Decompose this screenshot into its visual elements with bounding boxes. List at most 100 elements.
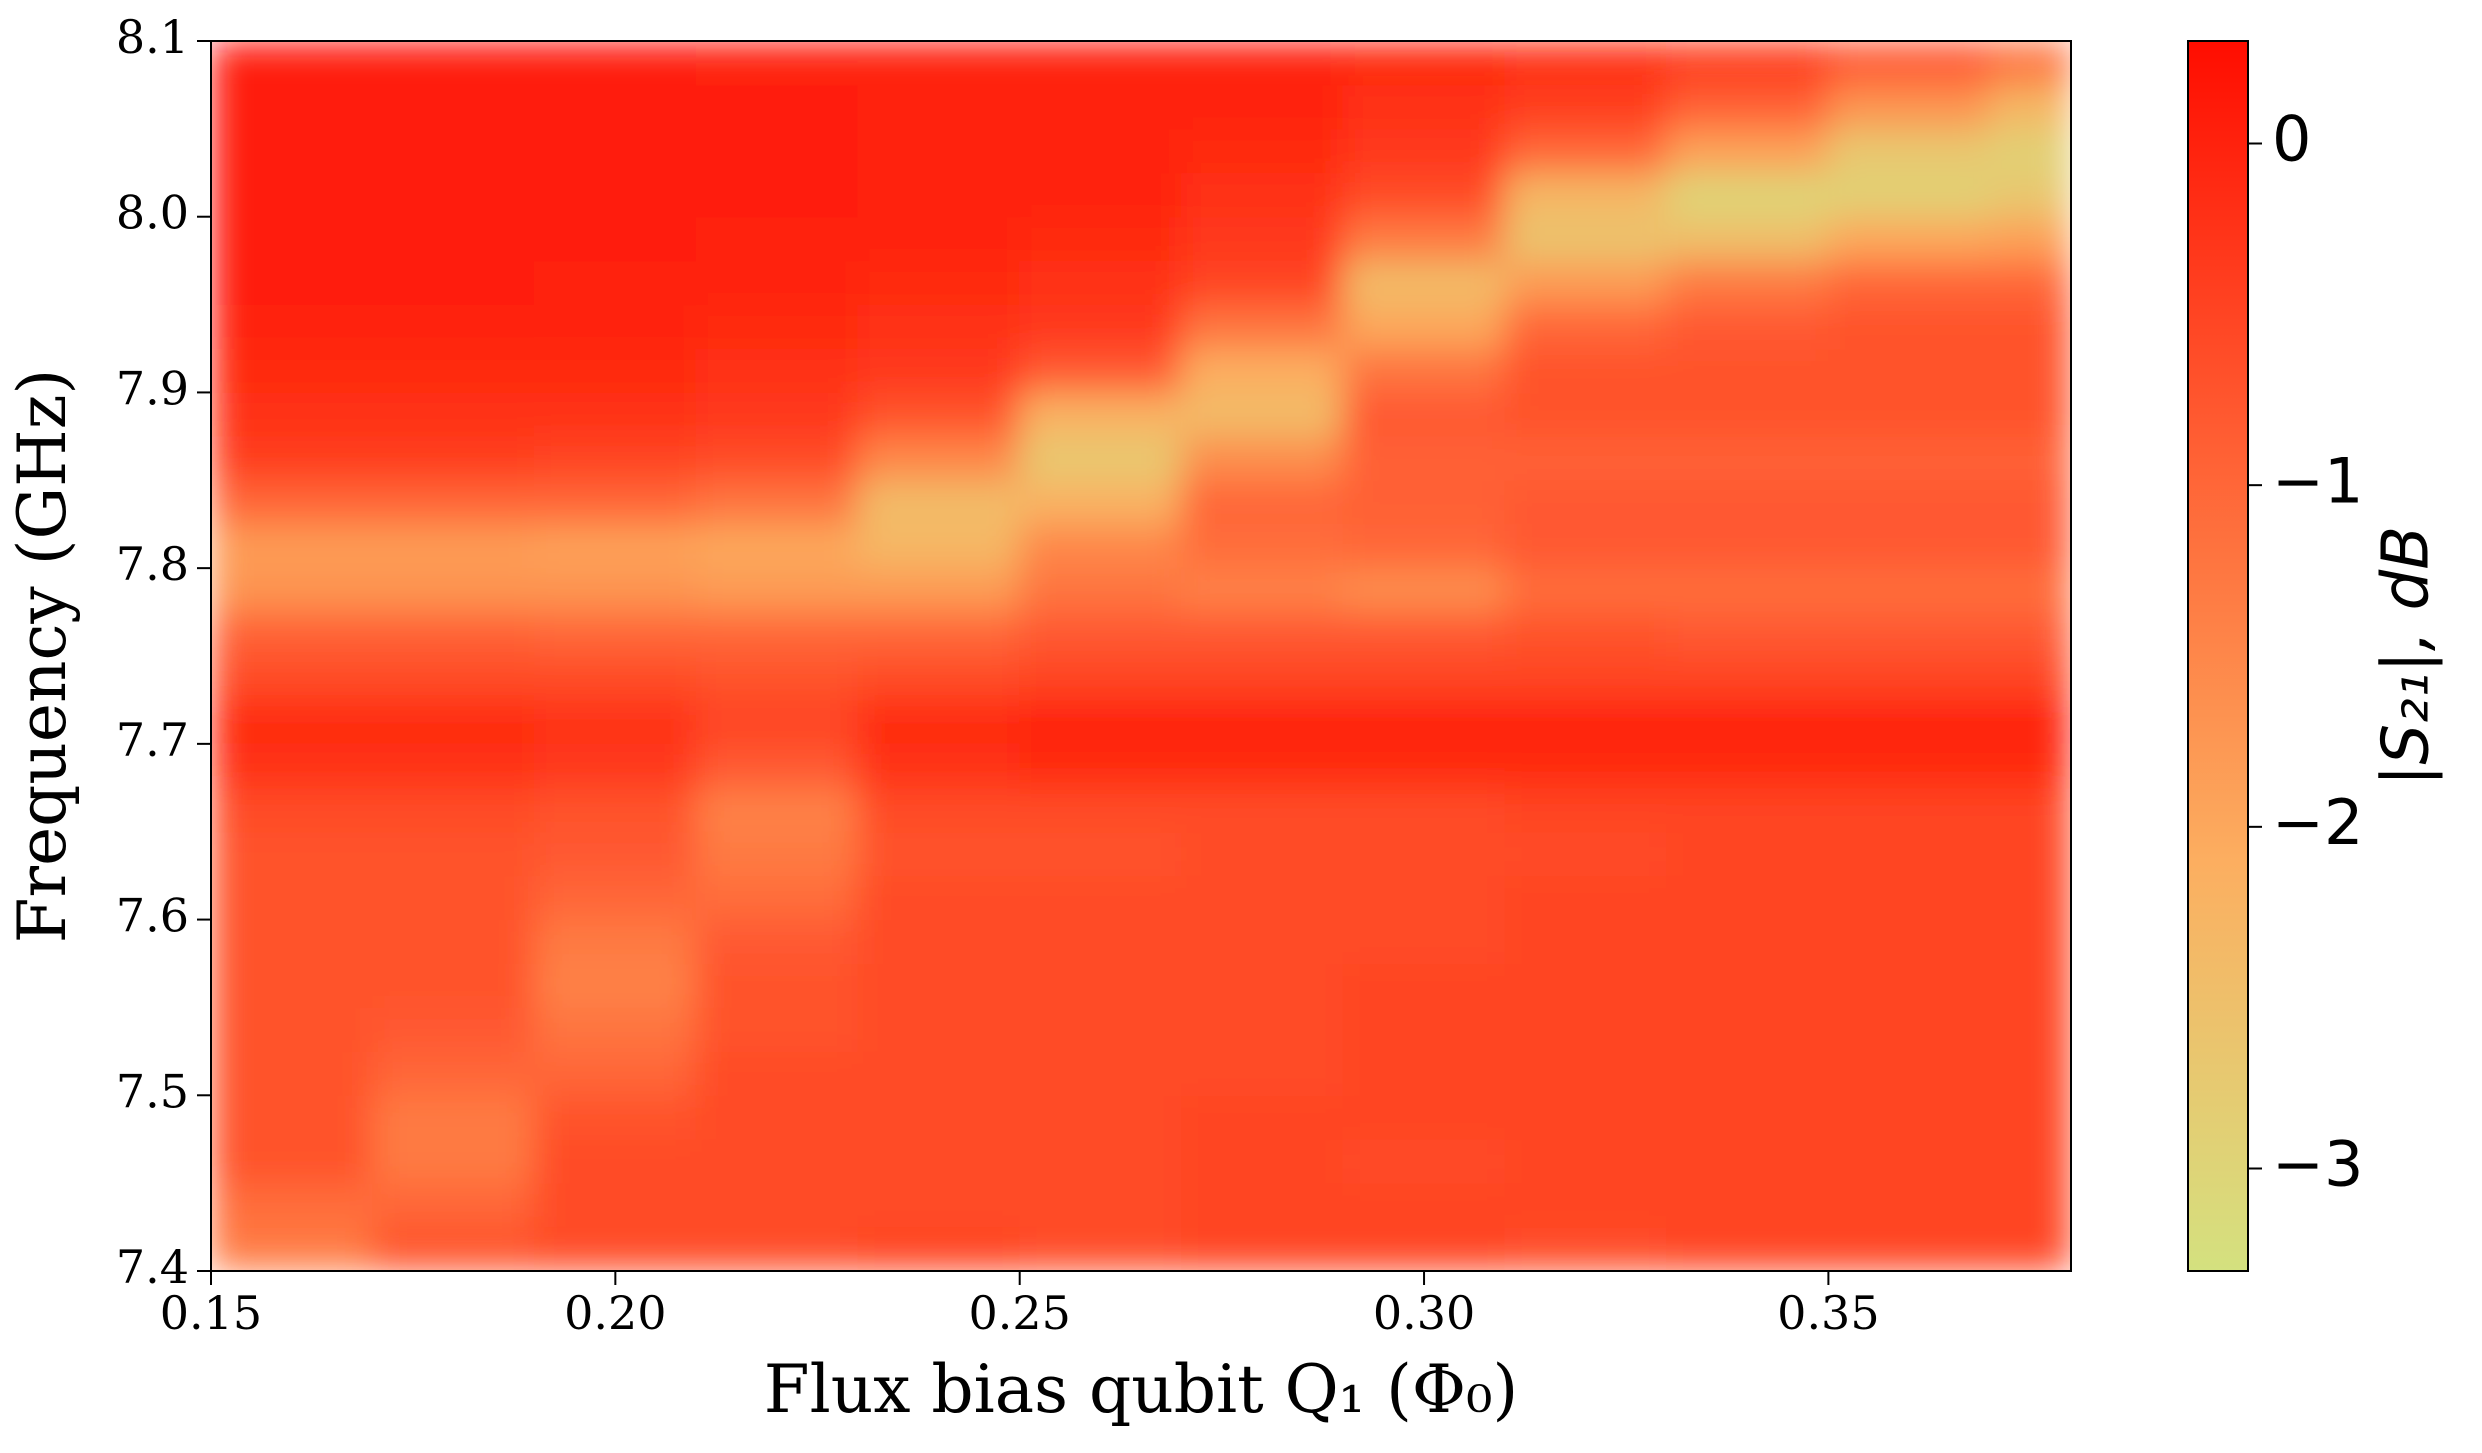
heatmap-cell bbox=[1342, 41, 1506, 86]
heatmap-cell bbox=[211, 348, 374, 393]
y-tick-label: 8.1 bbox=[116, 10, 189, 64]
heatmap-cell bbox=[1180, 1050, 1344, 1096]
heatmap-cell bbox=[1989, 128, 2071, 174]
heatmap-cell bbox=[1504, 348, 1668, 393]
heatmap-cell bbox=[1666, 260, 1829, 306]
heatmap-cell bbox=[1827, 1050, 1991, 1096]
heatmap-cell bbox=[1504, 260, 1668, 306]
heatmap-cell bbox=[857, 479, 1021, 525]
heatmap-cell bbox=[372, 743, 535, 789]
heatmap-cell bbox=[1504, 523, 1668, 569]
heatmap-cell bbox=[695, 919, 859, 964]
heatmap-cells bbox=[211, 41, 2071, 1271]
heatmap-cell bbox=[695, 304, 859, 349]
heatmap-cell bbox=[1827, 875, 1991, 921]
heatmap-cell bbox=[1180, 875, 1344, 921]
heatmap-cell bbox=[1504, 391, 1668, 437]
heatmap-cell bbox=[1989, 875, 2071, 921]
heatmap-cell bbox=[857, 787, 1021, 833]
heatmap-cell bbox=[857, 260, 1021, 306]
heatmap-cell bbox=[211, 304, 374, 349]
heatmap-cell bbox=[211, 963, 374, 1008]
heatmap-cell bbox=[695, 348, 859, 393]
heatmap-cell bbox=[1504, 304, 1668, 349]
heatmap-cell bbox=[1666, 699, 1829, 745]
heatmap-cell bbox=[695, 128, 859, 174]
heatmap-cell bbox=[1019, 919, 1182, 964]
heatmap-cell bbox=[1989, 655, 2071, 701]
heatmap-cell bbox=[1666, 875, 1829, 921]
heatmap-cell bbox=[211, 391, 374, 437]
colorbar-tick-label: 0 bbox=[2272, 103, 2311, 176]
heatmap-cell bbox=[211, 523, 374, 569]
heatmap-cell bbox=[1342, 84, 1506, 130]
heatmap-cell bbox=[1342, 523, 1506, 569]
heatmap-cell bbox=[372, 1138, 535, 1184]
heatmap-cell bbox=[1019, 743, 1182, 789]
heatmap-cell bbox=[533, 304, 697, 349]
heatmap-cell bbox=[1989, 743, 2071, 789]
heatmap-cell bbox=[857, 1138, 1021, 1184]
heatmap-cell bbox=[1666, 304, 1829, 349]
heatmap-cell bbox=[1504, 875, 1668, 921]
heatmap-cell bbox=[1180, 743, 1344, 789]
heatmap-cell bbox=[211, 611, 374, 657]
heatmap-cell bbox=[695, 743, 859, 789]
heatmap-cell bbox=[1504, 963, 1668, 1008]
x-tick-label: 0.15 bbox=[160, 1286, 262, 1340]
heatmap-cell bbox=[533, 84, 697, 130]
heatmap-cell bbox=[533, 1050, 697, 1096]
heatmap-cell bbox=[533, 1094, 697, 1140]
heatmap-cell bbox=[857, 611, 1021, 657]
heatmap-cell bbox=[533, 348, 697, 393]
heatmap-cell bbox=[211, 787, 374, 833]
heatmap-cell bbox=[1827, 699, 1991, 745]
heatmap-cell bbox=[1342, 1050, 1506, 1096]
heatmap-cell bbox=[695, 216, 859, 262]
heatmap-cell bbox=[1989, 391, 2071, 437]
heatmap-cell bbox=[1989, 41, 2071, 86]
colorbar-label: |S₂₁|, dB bbox=[2370, 526, 2444, 786]
colorbar bbox=[2187, 40, 2249, 1272]
heatmap-cell bbox=[1989, 831, 2071, 877]
heatmap-cell bbox=[211, 919, 374, 964]
heatmap-cell bbox=[1989, 963, 2071, 1008]
heatmap-cell bbox=[1827, 567, 1991, 613]
heatmap-cell bbox=[1342, 787, 1506, 833]
heatmap-cell bbox=[695, 699, 859, 745]
heatmap-cell bbox=[857, 523, 1021, 569]
heatmap-cell bbox=[1504, 41, 1668, 86]
heatmap-cell bbox=[1180, 611, 1344, 657]
heatmap-cell bbox=[1342, 919, 1506, 964]
heatmap-cell bbox=[857, 128, 1021, 174]
heatmap-cell bbox=[1180, 655, 1344, 701]
heatmap-cell bbox=[1827, 743, 1991, 789]
heatmap-cell bbox=[1666, 743, 1829, 789]
heatmap-cell bbox=[372, 919, 535, 964]
heatmap-cell bbox=[695, 479, 859, 525]
y-tick-label: 7.7 bbox=[116, 713, 189, 767]
x-axis-label: Flux bias qubit Q₁ (Φ₀) bbox=[764, 1351, 1518, 1428]
heatmap-cell bbox=[695, 963, 859, 1008]
heatmap-cell bbox=[1504, 743, 1668, 789]
heatmap-cell bbox=[1504, 699, 1668, 745]
heatmap-cell bbox=[1504, 1006, 1668, 1052]
heatmap-cell bbox=[1827, 1006, 1991, 1052]
heatmap-cell bbox=[372, 304, 535, 349]
heatmap-cell bbox=[1666, 1094, 1829, 1140]
heatmap-cell bbox=[1666, 1138, 1829, 1184]
heatmap-cell bbox=[211, 875, 374, 921]
heatmap-cell bbox=[1989, 435, 2071, 481]
heatmap-cell bbox=[1019, 260, 1182, 306]
heatmap-cell bbox=[1666, 216, 1829, 262]
heatmap-cell bbox=[857, 1226, 1021, 1271]
heatmap-cell bbox=[1180, 172, 1344, 218]
heatmap-cell bbox=[1827, 831, 1991, 877]
heatmap-cell bbox=[1180, 523, 1344, 569]
heatmap-cell bbox=[1019, 831, 1182, 877]
heatmap-cell bbox=[1180, 1138, 1344, 1184]
heatmap-cell bbox=[1180, 787, 1344, 833]
heatmap-cell bbox=[857, 391, 1021, 437]
heatmap-cell bbox=[1180, 348, 1344, 393]
heatmap-cell bbox=[1180, 435, 1344, 481]
